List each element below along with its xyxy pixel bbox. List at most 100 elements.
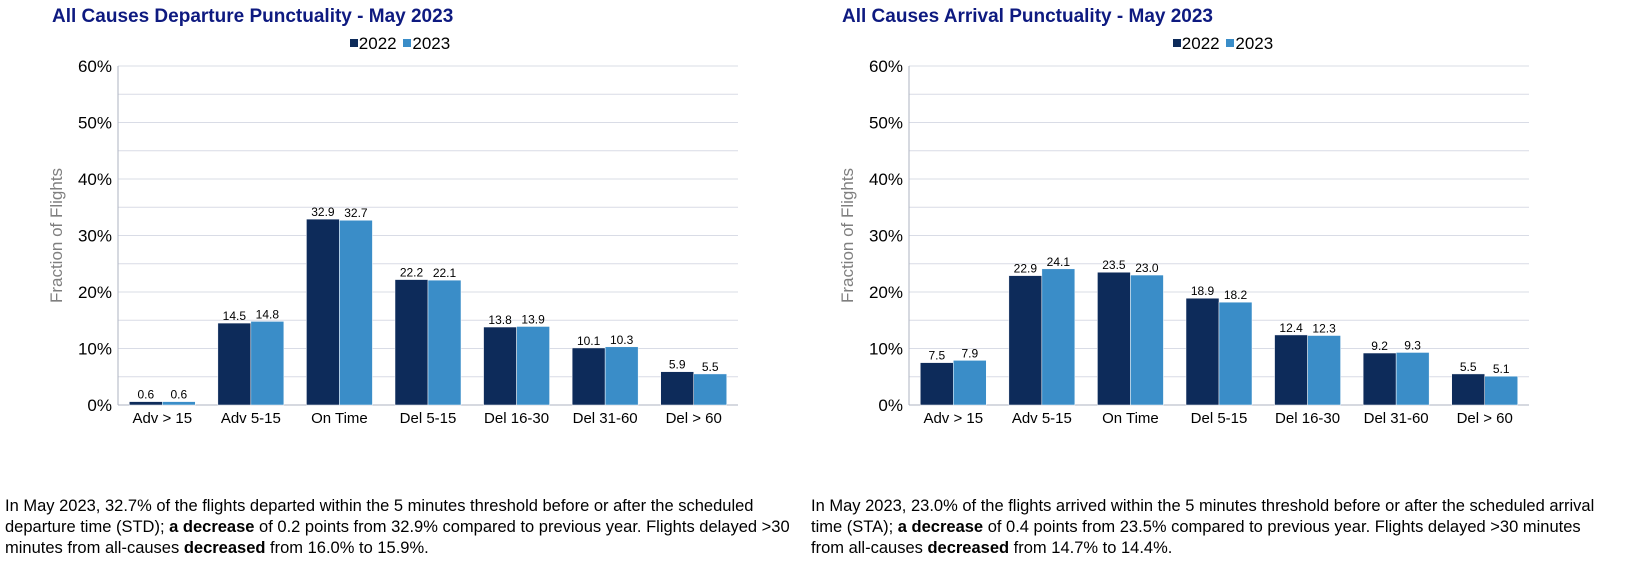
data-label: 10.3 — [610, 333, 634, 347]
data-label: 7.9 — [961, 346, 978, 360]
legend-label: 2022 — [358, 34, 397, 53]
caption-text: of 0.2 points from 32.9% compared to pre… — [5, 518, 790, 557]
data-label: 23.0 — [1135, 261, 1159, 275]
data-label: 5.1 — [1493, 362, 1510, 376]
y-tick-label: 40% — [869, 170, 903, 189]
legend-item-2022: 2022 — [1172, 34, 1220, 54]
x-tick-label: Adv 5-15 — [1012, 410, 1072, 427]
bar-2023 — [516, 326, 550, 406]
x-tick-label: Adv 5-15 — [221, 410, 281, 427]
legend-label: 2023 — [1235, 34, 1274, 53]
x-tick-label: Del 5-15 — [1191, 410, 1248, 427]
caption-bold: decreased — [927, 539, 1010, 557]
y-tick-label: 40% — [78, 170, 112, 189]
data-label: 12.4 — [1279, 321, 1303, 335]
bar-2023 — [250, 321, 285, 406]
bar-2022 — [1008, 275, 1043, 406]
bar-2022 — [129, 401, 163, 406]
chart-caption: In May 2023, 32.7% of the flights depart… — [5, 496, 805, 559]
x-tick-label: Del 31-60 — [573, 410, 638, 427]
legend-swatch-2023 — [1226, 39, 1235, 47]
data-label: 5.5 — [702, 360, 719, 374]
data-label: 0.6 — [137, 388, 154, 402]
y-tick-label: 60% — [869, 57, 903, 76]
bar-2022 — [1362, 352, 1397, 406]
caption-text: In May 2023, 32.7% of the flights depart… — [5, 497, 754, 536]
y-tick-label: 30% — [78, 227, 112, 246]
data-label: 18.9 — [1191, 284, 1215, 298]
chart-title: All Causes Arrival Punctuality - May 202… — [842, 6, 1214, 27]
data-label: 0.6 — [170, 388, 187, 402]
arrival-chart-panel: 0% 10% 20% 30% 40% 50% 60% Fraction of Flights 7… — [811, 0, 1623, 564]
bar-2023 — [1130, 274, 1164, 406]
x-tick-label: On Time — [1102, 410, 1159, 427]
bar-2023 — [162, 401, 196, 406]
departure-chart: 0% 10% 20% 30% 40% 50% 60% Fraction of Flights 0… — [47, 57, 738, 427]
legend-item-2023: 2023 — [1226, 34, 1273, 54]
y-tick-label: 10% — [78, 340, 112, 359]
chart-legend: 2022 2023 — [0, 34, 800, 54]
legend-item-2022: 2022 — [349, 34, 397, 54]
data-label: 32.7 — [344, 206, 368, 220]
y-tick-label: 20% — [869, 283, 903, 302]
bar-2023 — [1218, 301, 1253, 406]
x-tick-label: Del > 60 — [666, 410, 722, 427]
y-tick-label: 20% — [78, 283, 112, 302]
bar-2022 — [571, 347, 606, 406]
y-tick-label: 10% — [869, 340, 903, 359]
data-label: 14.8 — [256, 307, 280, 321]
x-tick-label: Del 16-30 — [484, 410, 549, 427]
bar-2022 — [1097, 271, 1131, 406]
caption-bold: decreased — [183, 539, 266, 557]
data-label: 9.2 — [1371, 339, 1388, 353]
bar-2023 — [604, 346, 639, 406]
x-tick-label: On Time — [311, 410, 368, 427]
bar-2023 — [1395, 352, 1430, 406]
y-axis-title: Fraction of Flights — [838, 168, 857, 303]
bar-2023 — [1041, 268, 1076, 406]
data-label: 22.9 — [1014, 262, 1038, 276]
data-label: 14.5 — [223, 309, 247, 323]
data-label: 5.9 — [669, 358, 686, 372]
data-label: 13.8 — [488, 313, 512, 327]
data-label: 7.5 — [928, 349, 945, 363]
data-label: 5.5 — [1460, 360, 1477, 374]
data-label: 22.1 — [433, 266, 457, 280]
data-label: 32.9 — [311, 205, 335, 219]
bar-2022 — [217, 322, 252, 406]
bar-2023 — [1307, 335, 1341, 406]
bar-2022 — [1274, 334, 1308, 406]
chart-caption: In May 2023, 23.0% of the flights arrive… — [811, 496, 1611, 559]
x-tick-label: Del 16-30 — [1275, 410, 1340, 427]
bar-2022 — [306, 218, 340, 406]
data-label: 9.3 — [1404, 338, 1421, 352]
bar-2022 — [920, 362, 954, 406]
data-label: 13.9 — [521, 312, 545, 326]
bar-2023 — [427, 279, 462, 406]
caption-text: from 16.0% to 15.9%. — [265, 539, 429, 557]
data-label: 24.1 — [1047, 255, 1071, 269]
bar-2023 — [339, 219, 373, 406]
legend-swatch-2023 — [403, 39, 412, 47]
chart-title: All Causes Departure Punctuality - May 2… — [52, 6, 454, 27]
legend-item-2023: 2023 — [403, 34, 450, 54]
legend-swatch-2022 — [1172, 39, 1181, 47]
y-tick-label: 60% — [78, 57, 112, 76]
legend-swatch-2022 — [349, 39, 358, 47]
data-label: 22.2 — [400, 266, 424, 280]
chart-legend: 2022 2023 — [823, 34, 1623, 54]
data-label: 12.3 — [1312, 322, 1336, 336]
data-label: 10.1 — [577, 334, 601, 348]
legend-label: 2022 — [1181, 34, 1220, 53]
x-tick-label: Del 31-60 — [1364, 410, 1429, 427]
x-tick-label: Del > 60 — [1457, 410, 1513, 427]
y-tick-label: 30% — [869, 227, 903, 246]
caption-bold: a decrease — [169, 518, 255, 536]
bar-2022 — [1185, 297, 1220, 406]
caption-text: from 14.7% to 14.4%. — [1009, 539, 1173, 557]
y-tick-label: 0% — [878, 396, 903, 415]
bar-2022 — [483, 326, 517, 406]
caption-bold: a decrease — [897, 518, 984, 536]
bar-2023 — [693, 373, 727, 406]
bar-2022 — [394, 279, 429, 406]
